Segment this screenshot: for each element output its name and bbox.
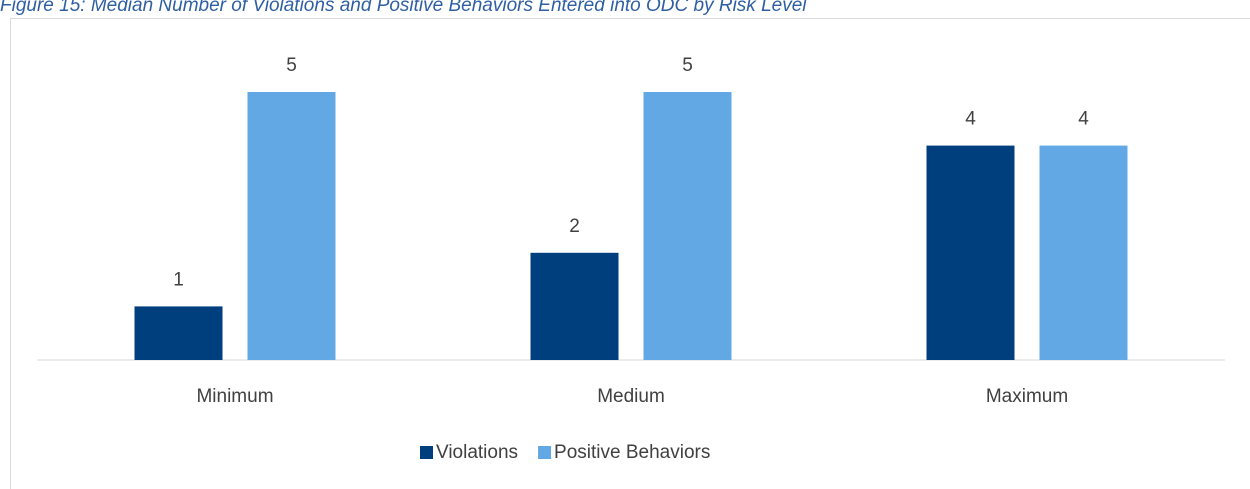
chart-title: Figure 15: Median Number of Violations a… — [0, 0, 807, 16]
bar — [530, 252, 619, 360]
bar — [1039, 145, 1128, 360]
legend-label: Violations — [436, 442, 518, 463]
x-tick-label: Minimum — [196, 386, 273, 407]
data-label: 1 — [173, 269, 184, 290]
legend-swatch — [420, 446, 433, 459]
data-label: 5 — [682, 55, 693, 76]
bar — [247, 92, 336, 360]
data-label: 4 — [1078, 109, 1089, 130]
bar — [926, 145, 1015, 360]
data-label: 2 — [569, 216, 580, 237]
legend-label: Positive Behaviors — [554, 442, 710, 463]
x-tick-label: Maximum — [986, 386, 1068, 407]
x-tick-label: Medium — [597, 386, 665, 407]
data-label: 5 — [286, 55, 297, 76]
bar — [134, 306, 223, 360]
bar — [643, 92, 732, 360]
legend-swatch — [538, 446, 552, 459]
data-label: 4 — [965, 109, 976, 130]
